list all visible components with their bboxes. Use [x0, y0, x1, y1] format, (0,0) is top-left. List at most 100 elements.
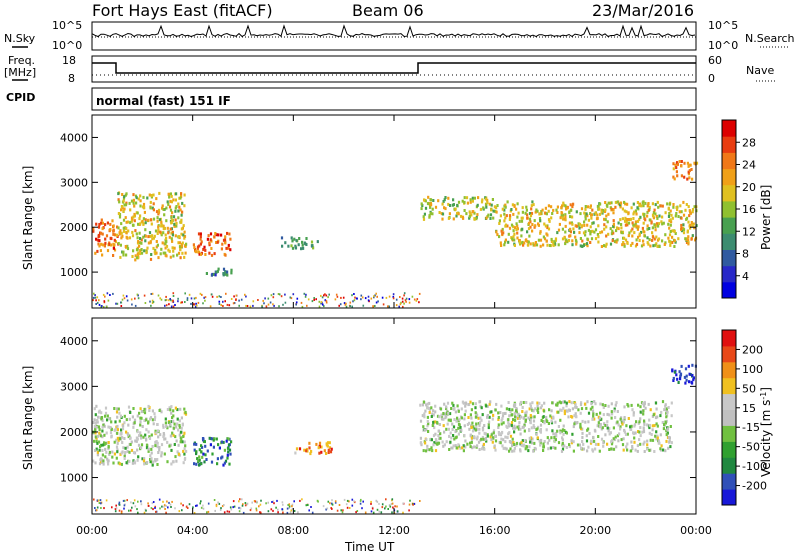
velocity-cell — [574, 405, 577, 409]
velocity-cell — [436, 420, 439, 424]
velocity-cell — [643, 422, 646, 426]
velocity-cell — [615, 445, 618, 449]
velocity-cell — [661, 421, 664, 424]
power-cell — [148, 193, 151, 197]
velocity-ground-cell — [341, 511, 344, 514]
velocity-cell — [309, 452, 312, 456]
power-ground-cell — [195, 296, 197, 299]
velocity-cell — [641, 402, 644, 406]
power-cell — [196, 245, 200, 249]
velocity-cell — [95, 404, 98, 408]
velocity-cell — [511, 449, 514, 453]
velocity-ground-cell — [276, 499, 278, 502]
velocity-cell — [548, 408, 551, 412]
power-cell — [617, 202, 620, 206]
velocity-ground-cell — [267, 510, 270, 513]
velocity-cell — [175, 459, 178, 463]
velocity-cell — [166, 460, 169, 464]
power-cell — [144, 218, 147, 222]
power-cell — [134, 254, 137, 258]
velocity-cell — [673, 370, 676, 374]
power-cell — [120, 208, 123, 212]
power-cell — [226, 231, 229, 235]
power-cell — [121, 193, 124, 196]
velocity-cell — [143, 407, 146, 411]
velocity-cell — [168, 406, 171, 410]
power-cell — [503, 219, 506, 223]
velocity-cell — [497, 418, 500, 421]
velocity-cell — [656, 434, 659, 438]
velocity-ground-cell — [114, 510, 117, 513]
colorbar-swatch — [722, 168, 736, 186]
power-cell — [492, 209, 495, 213]
velocity-cell — [142, 459, 146, 463]
velocity-cell — [181, 422, 184, 426]
power-cell — [424, 199, 427, 203]
velocity-cell — [471, 429, 475, 433]
power-cell — [688, 176, 691, 180]
velocity-cell — [131, 415, 134, 419]
velocity-cell — [490, 410, 493, 414]
power-ground-cell — [131, 303, 133, 306]
power-cell — [98, 223, 101, 226]
velocity-ground-cell — [251, 501, 253, 504]
power-ground-cell — [106, 305, 108, 308]
velocity-cell — [125, 418, 128, 422]
velocity-cell — [559, 418, 562, 422]
power-ground-cell — [408, 301, 411, 304]
velocity-ground-cell — [258, 505, 260, 508]
velocity-cell — [123, 454, 126, 458]
power-cell — [168, 249, 171, 253]
velocity-cell — [444, 416, 447, 420]
velocity-cell — [508, 414, 511, 418]
velocity-cell — [424, 428, 427, 432]
velocity-cell — [460, 407, 463, 411]
velocity-cell — [97, 440, 101, 444]
power-cell — [171, 233, 174, 237]
freq-label: Freq. — [8, 54, 35, 67]
velocity-ground-cell — [167, 506, 169, 509]
velocity-ground-cell — [200, 506, 203, 509]
velocity-ground-cell — [154, 507, 156, 509]
velocity-cell — [523, 429, 526, 433]
velocity-cell — [445, 427, 448, 431]
velocity-cell — [639, 405, 642, 409]
velocity-cell — [639, 410, 642, 414]
velocity-cell — [502, 421, 505, 425]
velocity-cell — [115, 407, 119, 411]
velocity-cell — [546, 441, 549, 445]
velocity-cell — [173, 422, 176, 426]
velocity-cell — [562, 406, 565, 410]
velocity-ground-cell — [259, 511, 261, 514]
power-ground-cell — [395, 304, 398, 307]
power-cell — [215, 241, 218, 244]
velocity-cell — [485, 439, 488, 443]
velocity-ground-cell — [223, 511, 226, 514]
velocity-cell — [179, 407, 182, 411]
velocity-cell — [457, 432, 460, 436]
power-cell — [294, 246, 297, 250]
velocity-cell — [537, 425, 540, 429]
velocity-cell — [104, 414, 107, 418]
power-cell — [642, 212, 645, 216]
power-cell — [528, 217, 532, 221]
velocity-cell — [142, 435, 145, 439]
velocity-ground-cell — [331, 503, 334, 506]
power-cell — [179, 248, 182, 252]
velocity-cell — [437, 434, 440, 437]
velocity-cell — [607, 404, 610, 408]
power-cell — [559, 216, 562, 220]
power-cell — [687, 238, 690, 242]
power-cell — [181, 241, 184, 245]
velocity-cell — [428, 401, 431, 405]
velocity-cell — [632, 413, 635, 417]
power-ground-cell — [282, 303, 284, 306]
freq-panel: Freq. [MHz] 18 8 60 0 Nave — [4, 54, 776, 85]
power-ground-cell — [104, 295, 106, 298]
power-cell — [101, 232, 104, 236]
velocity-cell — [550, 409, 553, 413]
power-cell — [567, 238, 571, 242]
power-cell — [626, 202, 629, 206]
power-cell — [600, 230, 604, 234]
